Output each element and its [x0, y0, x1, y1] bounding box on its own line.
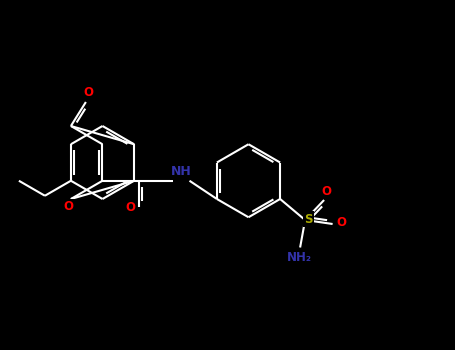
- Text: O: O: [125, 201, 135, 214]
- Text: NH: NH: [171, 165, 192, 178]
- Text: NH₂: NH₂: [287, 251, 312, 264]
- Text: O: O: [63, 201, 73, 214]
- Text: O: O: [337, 216, 347, 229]
- Text: O: O: [83, 86, 93, 99]
- Text: O: O: [321, 185, 331, 198]
- Text: S: S: [304, 212, 313, 225]
